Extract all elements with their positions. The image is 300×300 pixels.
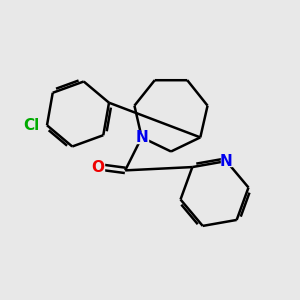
Text: N: N xyxy=(220,154,233,169)
Text: Cl: Cl xyxy=(23,118,40,133)
Text: N: N xyxy=(135,130,148,145)
Bar xyxy=(92,163,104,172)
Text: O: O xyxy=(92,160,105,175)
Bar xyxy=(136,132,148,142)
Bar xyxy=(220,156,232,166)
